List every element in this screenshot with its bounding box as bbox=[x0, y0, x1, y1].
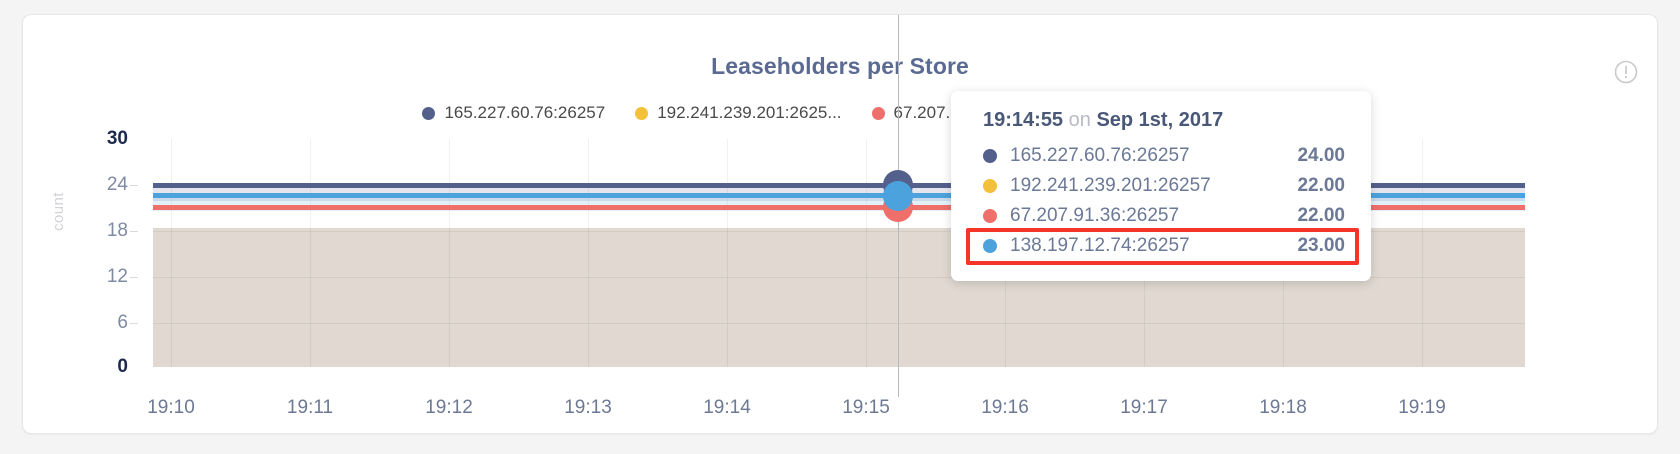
x-tick-1910: 19:10 bbox=[147, 397, 195, 418]
tooltip-color-dot bbox=[983, 209, 997, 223]
y-tickmark bbox=[130, 323, 138, 324]
legend-label: 192.241.239.201:2625... bbox=[657, 103, 842, 122]
y-tick-24: 24 bbox=[106, 174, 128, 195]
tooltip-series-label: 165.227.60.76:26257 bbox=[1010, 145, 1190, 166]
grid-line-h bbox=[153, 231, 1525, 232]
tooltip-series-value: 22.00 bbox=[1297, 175, 1345, 196]
tooltip-series-label: 67.207.91.36:26257 bbox=[1010, 205, 1180, 226]
legend-color-dot bbox=[871, 106, 885, 120]
legend-item-1[interactable]: 192.241.239.201:2625... bbox=[635, 103, 842, 123]
tooltip-date: Sep 1st, 2017 bbox=[1096, 109, 1224, 131]
y-tick-30: 30 bbox=[106, 128, 128, 149]
tooltip-color-dot bbox=[983, 149, 997, 163]
tooltip-on-word: on bbox=[1068, 109, 1091, 131]
x-tick-1918: 19:18 bbox=[1259, 397, 1307, 418]
tooltip-series-value: 23.00 bbox=[1297, 235, 1345, 256]
legend-item-0[interactable]: 165.227.60.76:26257 bbox=[422, 103, 605, 123]
grid-line-h bbox=[153, 323, 1525, 324]
tooltip-series-value: 22.00 bbox=[1297, 205, 1345, 226]
tooltip-time: 19:14:55 bbox=[983, 109, 1064, 131]
hover-point-138-197-12-74 bbox=[883, 181, 913, 211]
series-line-138-197-12-74 bbox=[153, 193, 1525, 198]
y-tickmark bbox=[130, 277, 138, 278]
grid-line-v bbox=[449, 139, 450, 367]
y-tick-18: 18 bbox=[106, 220, 128, 241]
x-tick-1911: 19:11 bbox=[286, 397, 334, 418]
grid-line-v bbox=[1422, 139, 1423, 367]
exclamation-circle-icon[interactable] bbox=[1613, 59, 1639, 85]
y-tickmark bbox=[130, 231, 138, 232]
tooltip-row-3-highlighted: 138.197.12.74:26257 23.00 bbox=[966, 228, 1359, 265]
grid-line-v bbox=[727, 139, 728, 367]
x-tick-1913: 19:13 bbox=[564, 397, 612, 418]
tooltip-row-2: 67.207.91.36:26257 22.00 bbox=[983, 201, 1345, 231]
y-tickmark bbox=[130, 185, 138, 186]
legend-color-dot bbox=[635, 106, 649, 120]
y-axis-label: count bbox=[49, 192, 67, 231]
hover-tooltip: 19:14:55 on Sep 1st, 2017 165.227.60.76:… bbox=[951, 91, 1371, 281]
x-tick-1912: 19:12 bbox=[425, 397, 473, 418]
y-tick-6: 6 bbox=[117, 312, 128, 333]
x-tick-1914: 19:14 bbox=[703, 397, 751, 418]
grid-line-v bbox=[171, 139, 172, 367]
tooltip-color-dot bbox=[983, 179, 997, 193]
grid-line-h bbox=[153, 277, 1525, 278]
y-tick-0: 0 bbox=[117, 356, 128, 377]
page-title: Leaseholders per Store bbox=[711, 53, 969, 79]
y-tick-12: 12 bbox=[106, 266, 128, 287]
tooltip-series-label: 192.241.239.201:26257 bbox=[1010, 175, 1211, 196]
grid-line-v bbox=[588, 139, 589, 367]
tooltip-row-1: 192.241.239.201:26257 22.00 bbox=[983, 171, 1345, 201]
x-tick-1919: 19:19 bbox=[1398, 397, 1446, 418]
tooltip-timestamp: 19:14:55 on Sep 1st, 2017 bbox=[983, 109, 1345, 132]
x-tick-1915: 19:15 bbox=[842, 397, 890, 418]
grid-line-v bbox=[310, 139, 311, 367]
legend-color-dot bbox=[422, 106, 436, 120]
tooltip-series-label: 138.197.12.74:26257 bbox=[1010, 235, 1190, 256]
chart-plot: count 30 24 18 12 6 0 bbox=[23, 15, 1657, 433]
y-axis-ticks: 30 24 18 12 6 0 bbox=[78, 15, 128, 433]
tooltip-series-value: 24.00 bbox=[1297, 145, 1345, 166]
chart-card: Leaseholders per Store 165.227.60.76:262… bbox=[22, 14, 1658, 434]
tooltip-color-dot bbox=[983, 239, 997, 253]
legend-label: 165.227.60.76:26257 bbox=[444, 103, 606, 122]
series-line-165-227-60-76 bbox=[153, 183, 1525, 188]
series-line-67-207-91-36 bbox=[153, 205, 1525, 210]
grid-line-v bbox=[866, 139, 867, 367]
x-tick-1916: 19:16 bbox=[981, 397, 1029, 418]
tooltip-row-0: 165.227.60.76:26257 24.00 bbox=[983, 141, 1345, 171]
x-tick-1917: 19:17 bbox=[1120, 397, 1168, 418]
